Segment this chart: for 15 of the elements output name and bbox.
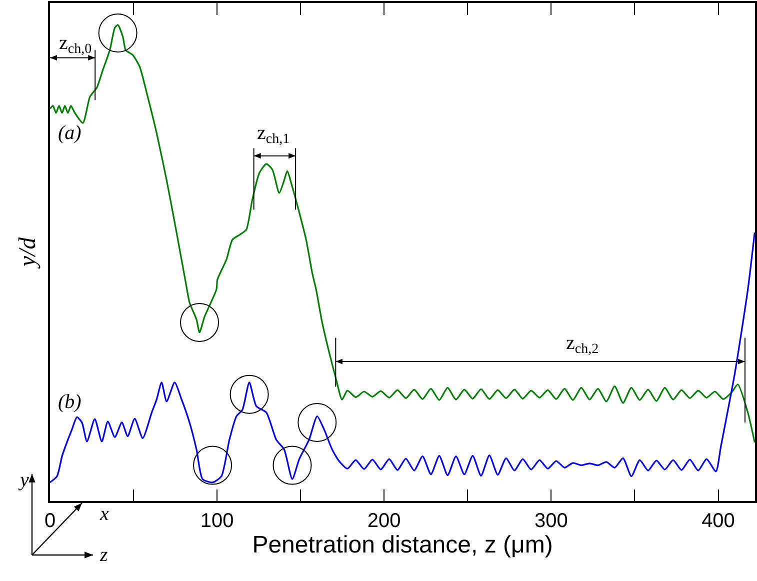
text: z <box>99 544 108 566</box>
x-tick-label: 100 <box>200 510 234 532</box>
text: y <box>18 469 29 491</box>
x-tick-label: 200 <box>367 510 401 532</box>
text: x <box>99 503 109 525</box>
annotation: (a) <box>58 122 82 144</box>
x-tick-label: 400 <box>702 510 735 532</box>
y-axis-title: y/d <box>14 236 41 269</box>
annotation: (b) <box>58 391 82 413</box>
x-axis-title: Penetration distance, z (μm) <box>252 532 553 559</box>
annotation: z$_{ch,1}$ <box>257 122 290 148</box>
x-tick-label: 300 <box>534 510 568 532</box>
x-tick-label: 0 <box>44 510 56 532</box>
annotation: z$_{ch,2}$ <box>566 332 599 358</box>
annotation: z$_{ch,0}$ <box>59 32 92 58</box>
